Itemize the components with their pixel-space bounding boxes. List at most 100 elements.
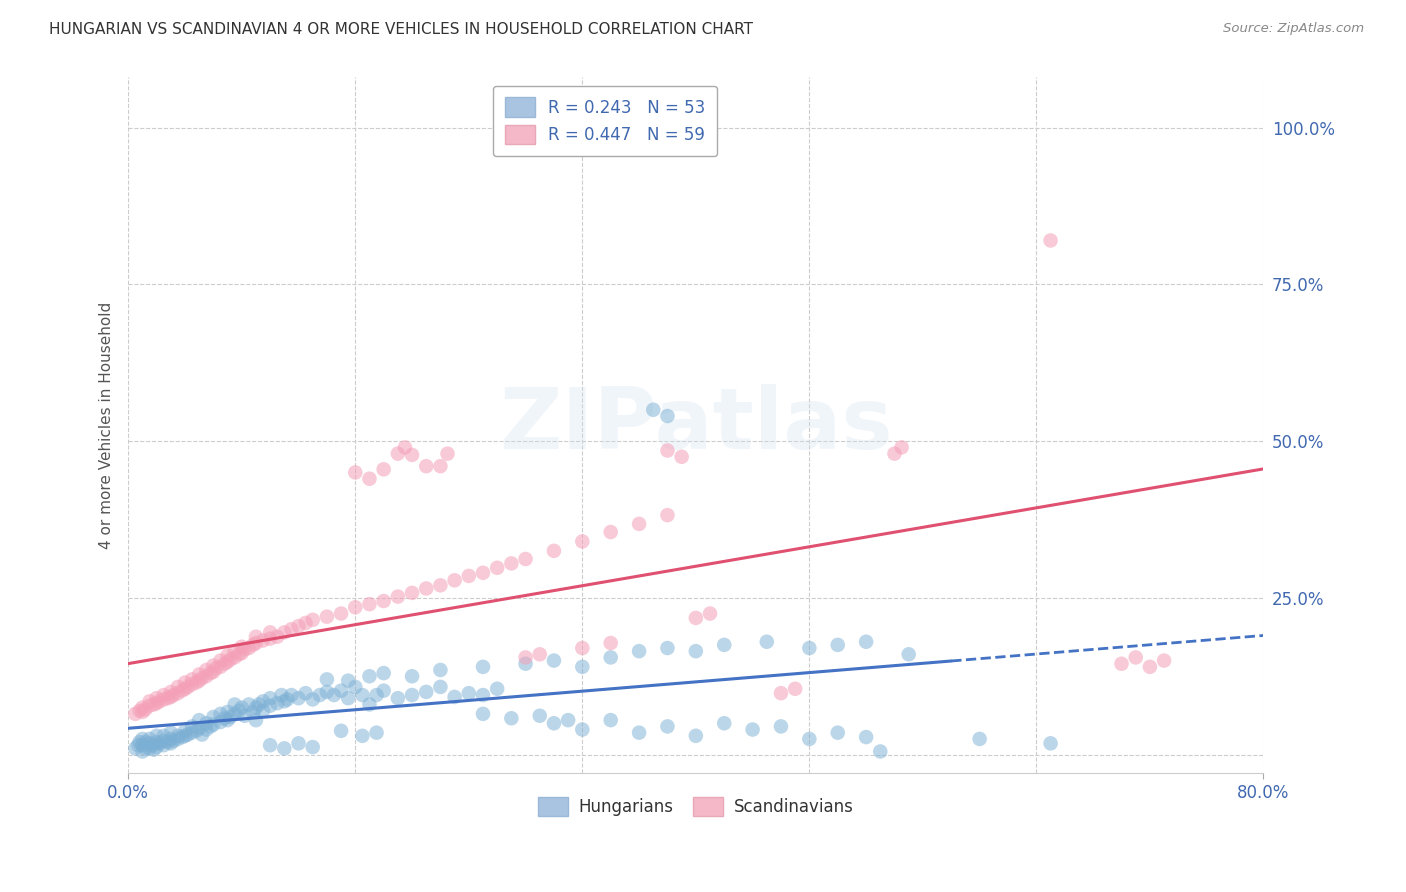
Point [148,736,170,750]
Point [167,686,190,700]
Point [571,660,593,674]
Point [259,632,281,646]
Point [337,691,360,706]
Point [415,685,437,699]
Point [145,696,167,710]
Point [415,459,437,474]
Point [294,615,316,630]
Point [217,713,239,727]
Point [205,661,228,675]
Point [131,738,153,752]
Point [145,691,167,706]
Point [214,657,236,671]
Point [138,736,160,750]
Point [352,729,374,743]
Point [501,557,523,571]
Point [174,681,197,696]
Point [486,561,509,575]
Point [628,725,651,739]
Point [543,544,565,558]
Point [457,569,479,583]
Point [167,729,190,743]
Point [219,710,242,724]
Point [142,742,165,756]
Point [159,731,181,746]
Point [259,625,281,640]
Point [224,650,246,665]
Point [643,402,665,417]
Point [599,636,621,650]
Point [188,721,211,735]
Point [259,738,281,752]
Point [352,688,374,702]
Point [188,713,211,727]
Text: Source: ZipAtlas.com: Source: ZipAtlas.com [1223,22,1364,36]
Point [195,669,218,683]
Point [202,710,225,724]
Point [529,708,551,723]
Point [138,698,160,713]
Point [366,725,388,739]
Point [429,680,451,694]
Point [202,717,225,731]
Point [1039,736,1062,750]
Y-axis label: 4 or more Vehicles in Household: 4 or more Vehicles in Household [100,301,114,549]
Point [200,719,222,733]
Point [557,713,579,727]
Point [387,691,409,706]
Point [200,666,222,681]
Point [280,688,302,702]
Point [217,705,239,719]
Point [188,673,211,688]
Point [228,648,250,662]
Point [128,735,150,749]
Point [159,690,181,704]
Point [1111,657,1133,671]
Point [224,698,246,712]
Point [316,685,339,699]
Point [713,638,735,652]
Point [401,688,423,702]
Point [294,686,316,700]
Point [897,648,920,662]
Point [799,731,821,746]
Point [599,713,621,727]
Point [124,741,146,756]
Point [657,640,679,655]
Point [195,723,218,737]
Point [394,441,416,455]
Point [429,578,451,592]
Point [316,609,339,624]
Point [1039,234,1062,248]
Text: HUNGARIAN VS SCANDINAVIAN 4 OR MORE VEHICLES IN HOUSEHOLD CORRELATION CHART: HUNGARIAN VS SCANDINAVIAN 4 OR MORE VEHI… [49,22,754,37]
Point [242,638,264,652]
Point [501,711,523,725]
Point [359,597,381,611]
Text: ZIPatlas: ZIPatlas [499,384,893,467]
Point [855,730,877,744]
Point [344,600,367,615]
Point [415,582,437,596]
Point [245,636,267,650]
Point [401,586,423,600]
Point [443,690,465,704]
Point [167,680,190,694]
Point [515,552,537,566]
Point [373,462,395,476]
Point [713,716,735,731]
Point [755,634,778,648]
Point [252,704,274,718]
Point [685,729,707,743]
Point [855,634,877,648]
Point [685,611,707,625]
Point [181,677,204,691]
Point [167,731,190,746]
Point [316,673,339,687]
Point [191,727,214,741]
Point [163,688,186,702]
Point [141,738,163,752]
Point [699,607,721,621]
Point [301,613,323,627]
Point [131,744,153,758]
Point [1139,660,1161,674]
